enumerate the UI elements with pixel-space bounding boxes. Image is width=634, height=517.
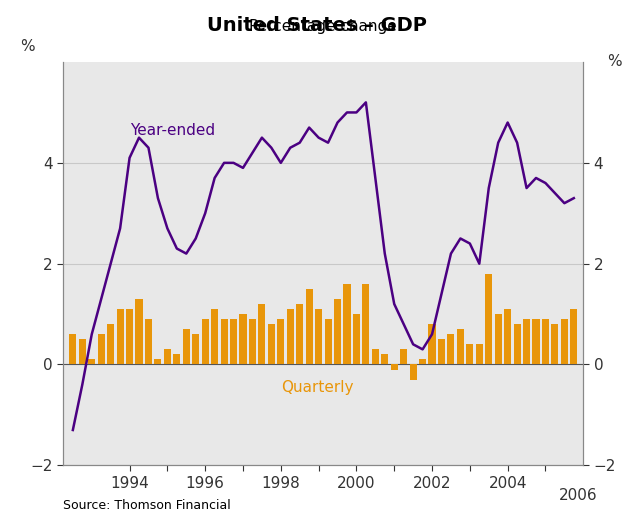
Bar [88,359,95,364]
Bar [570,309,578,364]
Bar [268,324,275,364]
Bar [202,319,209,364]
Bar [306,289,313,364]
Text: Source: Thomson Financial: Source: Thomson Financial [63,499,231,512]
Bar [353,314,360,364]
Bar [400,349,407,364]
Bar [136,299,143,364]
Bar [410,364,417,379]
Bar [561,319,568,364]
Bar [419,359,426,364]
Text: United States – GDP: United States – GDP [207,16,427,35]
Bar [362,284,370,364]
Bar [504,309,511,364]
Bar [542,319,549,364]
Bar [126,309,133,364]
Bar [523,319,530,364]
Bar [485,274,492,364]
Bar [438,339,445,364]
Text: 2006: 2006 [559,488,598,503]
Bar [466,344,474,364]
Bar [495,314,501,364]
Bar [183,329,190,364]
Bar [552,324,559,364]
Bar [211,309,218,364]
Bar [344,284,351,364]
Text: Quarterly: Quarterly [281,380,353,395]
Bar [164,349,171,364]
Bar [117,309,124,364]
Bar [145,319,152,364]
Bar [98,334,105,364]
Y-axis label: %: % [20,39,34,54]
Bar [391,364,398,370]
Bar [173,355,180,364]
Bar [230,319,237,364]
Bar [448,334,455,364]
Bar [514,324,521,364]
Bar [249,319,256,364]
Bar [533,319,540,364]
Bar [107,324,114,364]
Bar [381,355,388,364]
Bar [69,334,77,364]
Bar [277,319,284,364]
Bar [259,304,266,364]
Title: Percentage change: Percentage change [249,20,398,35]
Bar [221,319,228,364]
Bar [79,339,86,364]
Bar [296,304,303,364]
Bar [287,309,294,364]
Bar [192,334,199,364]
Bar [372,349,379,364]
Bar [457,329,464,364]
Bar [334,299,341,364]
Y-axis label: %: % [607,54,622,69]
Bar [240,314,247,364]
Text: Year-ended: Year-ended [129,123,215,138]
Bar [476,344,483,364]
Bar [154,359,162,364]
Bar [315,309,322,364]
Bar [325,319,332,364]
Bar [429,324,436,364]
